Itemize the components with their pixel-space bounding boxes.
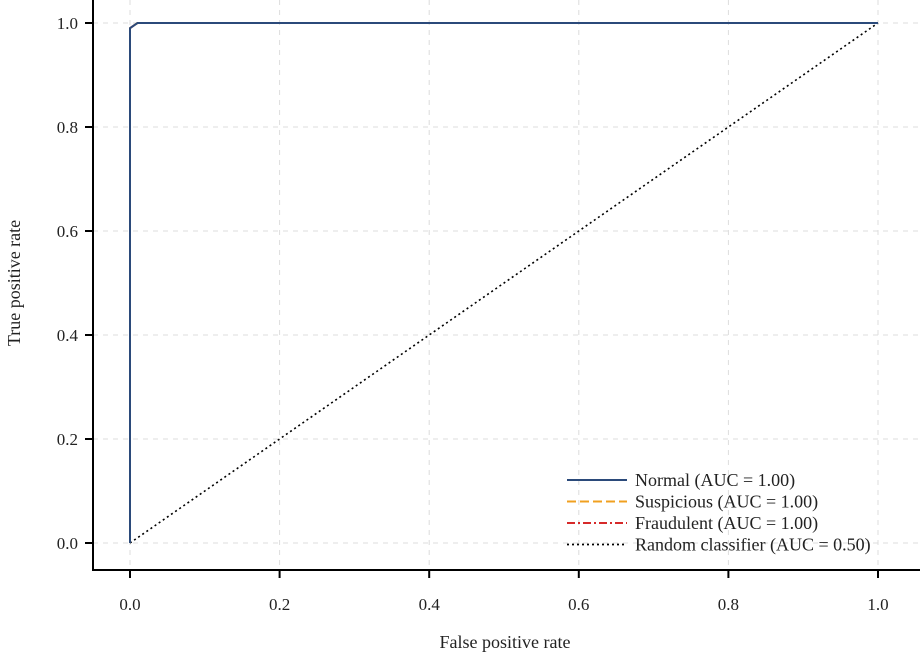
x-tick-label: 0.2 <box>269 595 290 614</box>
legend: Normal (AUC = 1.00)Suspicious (AUC = 1.0… <box>567 470 871 556</box>
x-tick-label: 1.0 <box>867 595 888 614</box>
y-axis-label: True positive rate <box>4 220 24 346</box>
y-tick-label: 0.6 <box>57 222 78 241</box>
series-line-0 <box>129 22 878 543</box>
x-tick-label: 0.4 <box>419 595 441 614</box>
series-line-3 <box>129 22 879 544</box>
legend-label: Suspicious (AUC = 1.00) <box>635 492 818 513</box>
y-tick-label: 0.8 <box>57 118 78 137</box>
legend-label: Fraudulent (AUC = 1.00) <box>635 513 818 534</box>
x-axis-label: False positive rate <box>440 632 571 652</box>
y-tick-label: 1.0 <box>57 14 78 33</box>
ticks: 0.0 0.2 0.4 0.6 0.8 1.0 0.0 0.2 0.4 0.6 0.8 1.0 <box>57 14 889 614</box>
grid <box>93 0 920 570</box>
legend-label: Random classifier (AUC = 0.50) <box>635 535 871 556</box>
y-tick-label: 0.4 <box>57 326 79 345</box>
axes <box>92 0 920 571</box>
series-lines <box>129 22 879 544</box>
x-tick-label: 0.0 <box>119 595 140 614</box>
y-tick-label: 0.2 <box>57 430 78 449</box>
x-tick-label: 0.6 <box>568 595 589 614</box>
x-tick-label: 0.8 <box>718 595 739 614</box>
y-tick-label: 0.0 <box>57 534 78 553</box>
legend-label: Normal (AUC = 1.00) <box>635 470 795 491</box>
